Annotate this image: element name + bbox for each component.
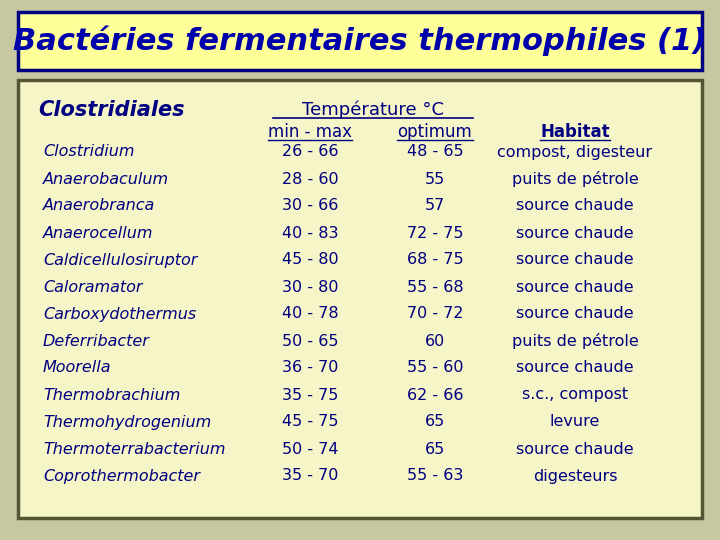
Text: Bactéries fermentaires thermophiles (1): Bactéries fermentaires thermophiles (1) [14,26,706,56]
Text: Caloramator: Caloramator [43,280,143,294]
Text: 50 - 65: 50 - 65 [282,334,338,348]
Text: Moorella: Moorella [43,361,112,375]
Text: digesteurs: digesteurs [533,469,617,483]
Text: 55 - 68: 55 - 68 [407,280,463,294]
Text: 35 - 75: 35 - 75 [282,388,338,402]
Text: 55 - 60: 55 - 60 [407,361,463,375]
Text: Thermobrachium: Thermobrachium [43,388,181,402]
Text: 28 - 60: 28 - 60 [282,172,338,186]
Text: 26 - 66: 26 - 66 [282,145,338,159]
Text: 62 - 66: 62 - 66 [407,388,463,402]
Text: 68 - 75: 68 - 75 [407,253,463,267]
Text: 55 - 63: 55 - 63 [407,469,463,483]
Text: 60: 60 [425,334,445,348]
Text: source chaude: source chaude [516,226,634,240]
Text: source chaude: source chaude [516,280,634,294]
Text: 30 - 66: 30 - 66 [282,199,338,213]
Text: 36 - 70: 36 - 70 [282,361,338,375]
Text: 55: 55 [425,172,445,186]
Text: source chaude: source chaude [516,361,634,375]
Text: min - max: min - max [268,123,352,141]
FancyBboxPatch shape [18,12,702,70]
Text: Thermoterrabacterium: Thermoterrabacterium [43,442,225,456]
Text: 45 - 75: 45 - 75 [282,415,338,429]
Text: Habitat: Habitat [540,123,610,141]
Text: Thermohydrogenium: Thermohydrogenium [43,415,211,429]
Text: Deferribacter: Deferribacter [43,334,150,348]
Text: source chaude: source chaude [516,199,634,213]
Text: source chaude: source chaude [516,253,634,267]
Text: 48 - 65: 48 - 65 [407,145,463,159]
Text: 35 - 70: 35 - 70 [282,469,338,483]
Text: Clostridiales: Clostridiales [38,100,184,120]
Text: Coprothermobacter: Coprothermobacter [43,469,200,483]
Text: puits de pétrole: puits de pétrole [512,171,639,187]
Text: source chaude: source chaude [516,307,634,321]
Text: levure: levure [550,415,600,429]
Text: 57: 57 [425,199,445,213]
Text: source chaude: source chaude [516,442,634,456]
Text: Anaerocellum: Anaerocellum [43,226,153,240]
FancyBboxPatch shape [18,80,702,518]
Text: compost, digesteur: compost, digesteur [498,145,652,159]
Text: Carboxydothermus: Carboxydothermus [43,307,197,321]
Text: Caldicellulosiruptor: Caldicellulosiruptor [43,253,197,267]
Text: Anaerobaculum: Anaerobaculum [43,172,169,186]
Text: optimum: optimum [397,123,472,141]
Text: Température °C: Température °C [302,101,444,119]
Text: 40 - 83: 40 - 83 [282,226,338,240]
Text: 65: 65 [425,442,445,456]
Text: puits de pétrole: puits de pétrole [512,333,639,349]
Text: 40 - 78: 40 - 78 [282,307,338,321]
Text: 70 - 72: 70 - 72 [407,307,463,321]
Text: 50 - 74: 50 - 74 [282,442,338,456]
Text: 65: 65 [425,415,445,429]
Text: Clostridium: Clostridium [43,145,135,159]
Text: 45 - 80: 45 - 80 [282,253,338,267]
Text: s.c., compost: s.c., compost [522,388,628,402]
Text: 72 - 75: 72 - 75 [407,226,463,240]
Text: 30 - 80: 30 - 80 [282,280,338,294]
Text: Anaerobranca: Anaerobranca [43,199,156,213]
